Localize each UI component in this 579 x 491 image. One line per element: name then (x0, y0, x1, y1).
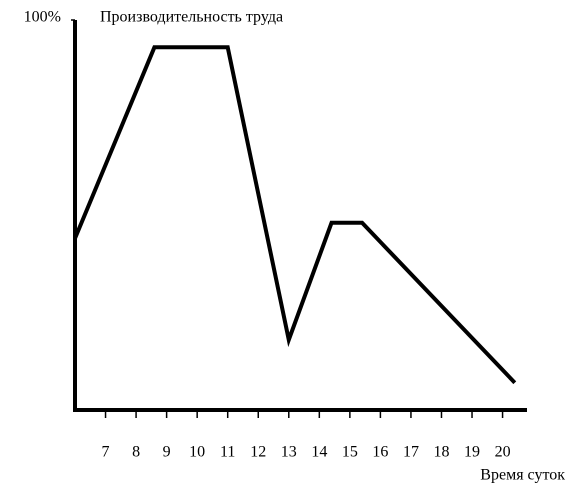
x-tick-label: 13 (281, 444, 297, 461)
data-line (73, 45, 517, 385)
x-tick-label: 17 (403, 444, 419, 461)
x-axis-label: Время суток (480, 467, 565, 484)
x-tick-label: 15 (342, 444, 358, 461)
x-tick-label: 7 (102, 444, 110, 461)
x-tick-label: 10 (189, 444, 205, 461)
x-tick-label: 9 (163, 444, 171, 461)
x-tick-label: 18 (433, 444, 449, 461)
x-tick-label: 12 (250, 444, 266, 461)
x-tick-label: 14 (311, 444, 327, 461)
x-tick-label: 20 (495, 444, 511, 461)
y-tick-label: 100% (24, 9, 61, 26)
chart-title: Производительность труда (100, 9, 283, 26)
x-tick-label: 19 (464, 444, 480, 461)
x-tick-label: 16 (372, 444, 388, 461)
x-tick-label: 8 (132, 444, 140, 461)
x-tick-label: 11 (220, 444, 235, 461)
